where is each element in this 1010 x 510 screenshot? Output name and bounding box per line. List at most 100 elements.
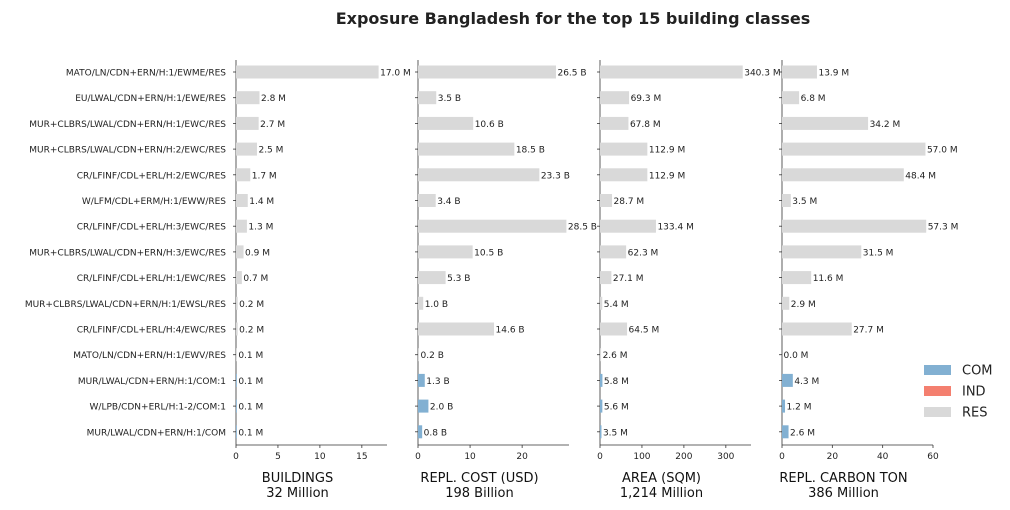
- bar: [600, 399, 603, 413]
- x-tick-label: 300: [717, 452, 734, 462]
- bar: [236, 322, 238, 336]
- bar-value-label: 28.7 M: [614, 197, 645, 207]
- bar: [600, 91, 630, 105]
- bar: [236, 399, 237, 413]
- chart-title: Exposure Bangladesh for the top 15 build…: [336, 9, 811, 28]
- category-label: EU/LWAL/CDN+ERN/H:1/EWE/RES: [75, 94, 226, 104]
- bar-value-label: 2.0 B: [430, 403, 453, 413]
- x-tick-label: 5: [275, 452, 281, 462]
- bar: [782, 373, 793, 387]
- bar: [782, 168, 904, 182]
- category-label: MATO/LN/CDN+ERN/H:1/EWV/RES: [73, 351, 226, 361]
- x-axis-label: REPL. CARBON TON: [779, 471, 907, 486]
- bar-value-label: 0.0 M: [784, 351, 809, 361]
- bar-value-label: 0.1 M: [238, 403, 263, 413]
- bar-value-label: 5.3 B: [447, 274, 470, 284]
- bar: [418, 65, 556, 79]
- bar-value-label: 2.5 M: [258, 146, 283, 156]
- bar-value-label: 57.0 M: [927, 146, 958, 156]
- bar-value-label: 69.3 M: [631, 94, 662, 104]
- category-label: CR/LFINF/CDL+ERL/H:3/EWC/RES: [77, 223, 227, 233]
- bar: [600, 142, 648, 156]
- bar-value-label: 57.3 M: [928, 223, 959, 233]
- bar-value-label: 1.0 B: [425, 300, 448, 310]
- bar: [236, 348, 237, 362]
- bar-value-label: 1.3 M: [248, 223, 273, 233]
- category-label: MUR+CLBRS/LWAL/CDN+ERN/H:1/EWSL/RES: [25, 300, 226, 310]
- bar-value-label: 14.6 B: [496, 326, 525, 336]
- bar: [600, 65, 743, 79]
- x-tick-label: 20: [827, 452, 839, 462]
- bar-value-label: 2.7 M: [260, 120, 285, 130]
- bar-value-label: 2.8 M: [261, 94, 286, 104]
- x-tick-label: 0: [415, 452, 421, 462]
- bar: [418, 245, 473, 259]
- bar-value-label: 0.9 M: [245, 248, 270, 258]
- category-label: W/LPB/CDN+ERL/H:1-2/COM:1: [90, 403, 226, 413]
- x-axis-total: 386 Million: [808, 486, 879, 501]
- legend-swatch: [924, 386, 951, 396]
- bar: [418, 142, 515, 156]
- x-tick-label: 10: [464, 452, 476, 462]
- x-axis-label: AREA (SQM): [622, 471, 701, 486]
- bar-value-label: 67.8 M: [630, 120, 661, 130]
- bar-value-label: 0.2 M: [239, 326, 264, 336]
- category-label: CR/LFINF/CDL+ERL/H:4/EWC/RES: [77, 326, 227, 336]
- bar: [236, 116, 259, 130]
- bar: [600, 296, 603, 310]
- bar-value-label: 11.6 M: [813, 274, 844, 284]
- bar: [236, 373, 237, 387]
- bar: [782, 322, 852, 336]
- bar-value-label: 1.3 B: [426, 377, 449, 387]
- x-axis-total: 1,214 Million: [620, 486, 703, 501]
- x-axis-total: 32 Million: [266, 486, 329, 501]
- x-tick-label: 60: [927, 452, 939, 462]
- bar-value-label: 3.5 B: [438, 94, 461, 104]
- bar-value-label: 10.6 B: [475, 120, 504, 130]
- bar-value-label: 17.0 M: [380, 69, 411, 79]
- bar-value-label: 1.7 M: [252, 171, 277, 181]
- bar: [236, 194, 248, 207]
- x-tick-label: 100: [633, 452, 650, 462]
- bar-value-label: 3.4 B: [437, 197, 460, 207]
- bar-value-label: 64.5 M: [629, 326, 660, 336]
- bar: [600, 168, 648, 182]
- x-tick-label: 200: [675, 452, 692, 462]
- bar-value-label: 4.3 M: [794, 377, 819, 387]
- bar: [236, 142, 257, 156]
- bar-value-label: 6.8 M: [801, 94, 826, 104]
- legend-label: RES: [962, 406, 988, 421]
- x-tick-label: 0: [597, 452, 603, 462]
- category-label: MUR/LWAL/CDN+ERN/H:1/COM:1: [78, 377, 226, 387]
- x-axis-label: BUILDINGS: [262, 471, 333, 486]
- x-axis-label: REPL. COST (USD): [420, 471, 538, 486]
- bar: [782, 65, 817, 79]
- category-label: CR/LFINF/CDL+ERL/H:2/EWC/RES: [77, 171, 227, 181]
- category-label: W/LFM/CDL+ERM/H:1/EWW/RES: [82, 197, 226, 207]
- bar-value-label: 10.5 B: [474, 248, 503, 258]
- bar: [418, 425, 423, 439]
- bar: [418, 373, 425, 387]
- bar-value-label: 31.5 M: [863, 248, 894, 258]
- bar-value-label: 18.5 B: [516, 146, 545, 156]
- x-axis-total: 198 Billion: [445, 486, 514, 501]
- bar: [782, 245, 862, 259]
- x-tick-label: 10: [314, 452, 326, 462]
- bar-value-label: 2.6 M: [790, 428, 815, 438]
- bar-value-label: 3.5 M: [603, 428, 628, 438]
- bar-value-label: 34.2 M: [870, 120, 901, 130]
- bar: [782, 296, 790, 310]
- bar-value-label: 2.9 M: [791, 300, 816, 310]
- category-label: MUR+CLBRS/LWAL/CDN+ERN/H:3/EWC/RES: [29, 248, 226, 258]
- x-tick-label: 15: [356, 452, 367, 462]
- bar: [418, 91, 437, 105]
- bar: [782, 399, 786, 413]
- bar-value-label: 0.2 M: [239, 300, 264, 310]
- legend-label: COM: [962, 364, 993, 379]
- bar: [600, 322, 628, 336]
- bar: [418, 322, 495, 336]
- bar-value-label: 27.7 M: [853, 326, 884, 336]
- category-label: CR/LFINF/CDL+ERL/H:1/EWC/RES: [77, 274, 227, 284]
- bar-value-label: 340.3 M: [744, 69, 780, 79]
